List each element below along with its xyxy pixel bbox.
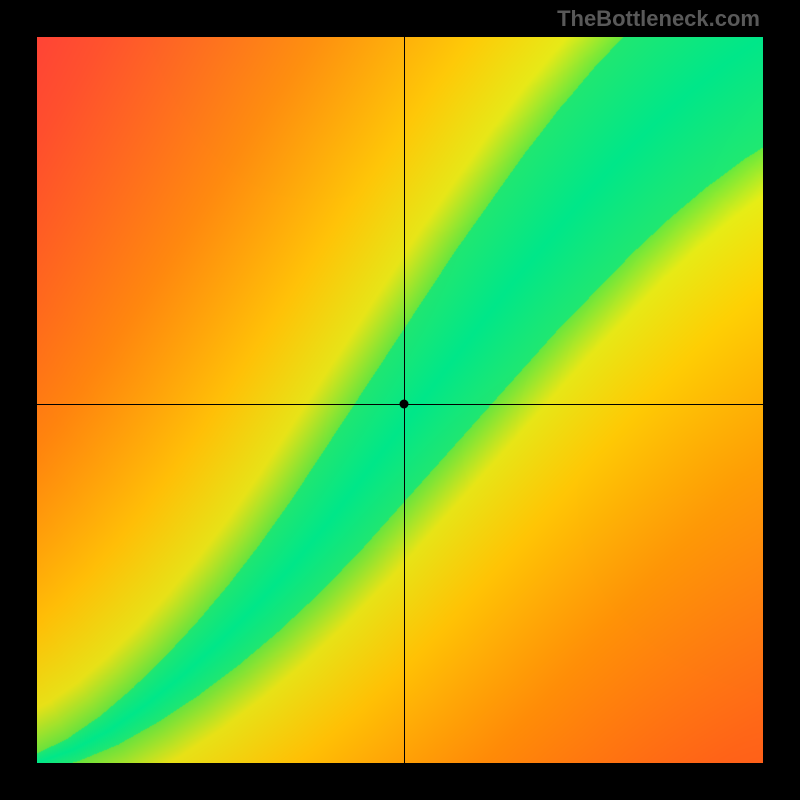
chart-container: { "attribution": "TheBottleneck.com", "b… (0, 0, 800, 800)
crosshair-marker (399, 399, 408, 408)
attribution-text: TheBottleneck.com (557, 6, 760, 32)
